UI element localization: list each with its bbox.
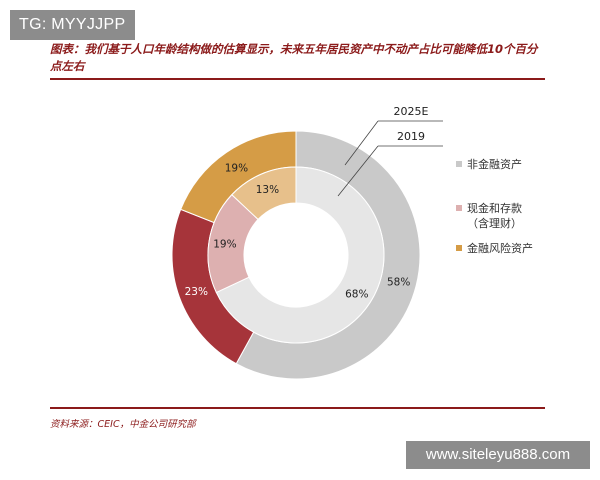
legend-swatch xyxy=(456,245,462,251)
series-callout-2019: 2019 xyxy=(397,130,425,143)
legend-swatch xyxy=(456,161,462,167)
callout-leader-line xyxy=(337,145,379,197)
legend-item-risk-assets: 金融风险资产 xyxy=(456,241,533,256)
legend-swatch xyxy=(456,205,462,211)
watermark-top: TG: MYYJJPP xyxy=(10,10,135,40)
legend-item-cash-deposits: 现金和存款 （含理财） xyxy=(456,201,522,231)
source-divider xyxy=(50,407,545,409)
legend-label: 非金融资产 xyxy=(467,158,522,171)
outer-ring-label-2: 19% xyxy=(225,162,248,174)
outer-ring-label-1: 23% xyxy=(185,286,208,298)
callout-leader-line xyxy=(344,120,379,166)
outer-ring-label-0: 58% xyxy=(387,276,410,288)
legend-item-non-financial: 非金融资产 xyxy=(456,157,522,172)
inner-ring-slice-0 xyxy=(215,166,385,344)
watermark-bottom: www.siteleyu888.com xyxy=(406,441,590,469)
inner-ring-label-1: 19% xyxy=(213,239,236,251)
inner-ring-slice-2 xyxy=(231,166,297,221)
legend-label: 现金和存款 xyxy=(467,202,522,215)
inner-ring-label-2: 13% xyxy=(256,184,279,196)
chart-title: 图表：我们基于人口年龄结构做的估算显示，未来五年居民资产中不动产占比可能降低10… xyxy=(50,42,538,73)
legend-label: 金融风险资产 xyxy=(467,242,533,255)
legend-label-sub: （含理财） xyxy=(467,217,522,230)
source-note: 资料来源：CEIC，中金公司研究部 xyxy=(50,419,196,430)
series-callout-2025E: 2025E xyxy=(394,105,429,118)
inner-ring-label-0: 68% xyxy=(345,289,368,301)
title-divider xyxy=(50,78,545,80)
